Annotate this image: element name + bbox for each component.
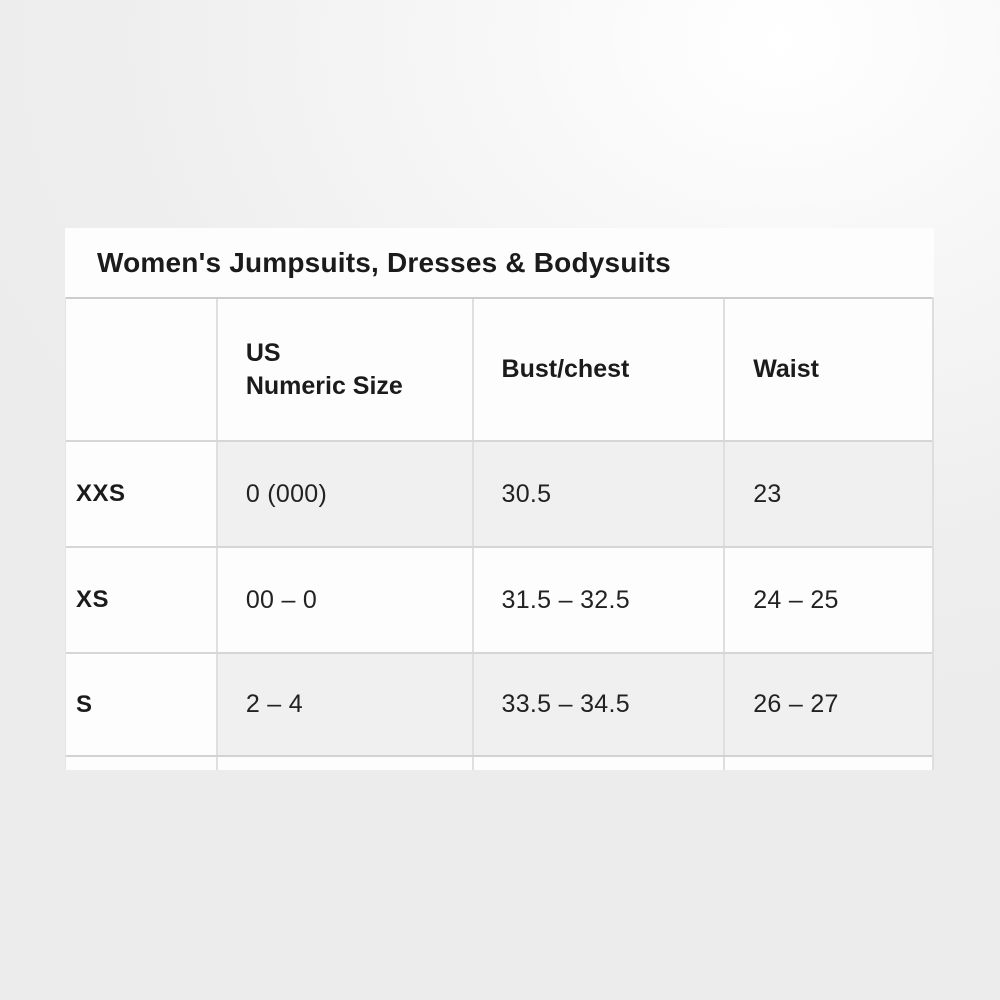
value-us-numeric-size: 2 – 4 [245,690,303,718]
cell-us-numeric-size-xxs: 0 (000) [215,442,472,546]
header-cell-size [66,299,216,440]
cell-size-s: S [66,654,216,755]
page-title: Women's Jumpsuits, Dresses & Bodysuits [97,246,671,278]
value-bust-chest: 30.5 [501,479,552,508]
header-label-us: US [245,338,281,367]
cell-us-numeric-size-s: 2 – 4 [215,654,472,755]
value-bust-chest: 33.5 – 34.5 [501,690,630,718]
size-label: XS [76,586,110,613]
cell-waist-xs: 24 – 25 [723,548,932,652]
cell-size-xs: XS [66,548,216,652]
cell-clipped [215,757,472,770]
cell-size-xxs: XXS [66,442,216,546]
value-waist: 23 [753,479,782,508]
header-label-bust-chest: Bust/chest [501,355,630,383]
value-waist: 24 – 25 [753,585,839,614]
cell-bust-chest-xs: 31.5 – 32.5 [471,548,724,652]
size-chart-title-row: Women's Jumpsuits, Dresses & Bodysuits [65,228,934,297]
value-us-numeric-size: 00 – 0 [245,585,318,614]
table-row-partial-clipped [66,755,932,770]
cell-waist-xxs: 23 [723,442,932,546]
size-chart-table: US Numeric Size Bust/chest Waist XXS 0 (… [65,297,934,770]
table-header-row: US Numeric Size Bust/chest Waist [66,297,932,440]
size-label: XXS [76,480,126,507]
header-cell-us-numeric-size: US Numeric Size [215,299,472,440]
size-chart-panel: Women's Jumpsuits, Dresses & Bodysuits U… [65,228,934,770]
size-label: S [76,690,93,718]
header-label-numeric-size: Numeric Size [245,371,403,400]
cell-clipped [723,757,932,770]
table-row-xs: XS 00 – 0 31.5 – 32.5 24 – 25 [66,546,932,652]
cell-bust-chest-xxs: 30.5 [471,442,724,546]
table-row-s: S 2 – 4 33.5 – 34.5 26 – 27 [66,652,932,755]
header-label-us-numeric-size: US Numeric Size [246,337,403,403]
cell-us-numeric-size-xs: 00 – 0 [215,548,472,652]
cell-waist-s: 26 – 27 [723,654,932,755]
header-cell-waist: Waist [723,299,932,440]
cell-bust-chest-s: 33.5 – 34.5 [471,654,724,755]
cell-clipped [66,757,216,770]
header-label-waist: Waist [753,355,819,383]
value-us-numeric-size: 0 (000) [245,479,328,508]
header-cell-bust-chest: Bust/chest [471,299,724,440]
value-waist: 26 – 27 [753,690,839,718]
cell-clipped [471,757,724,770]
table-row-xxs: XXS 0 (000) 30.5 23 [66,440,932,546]
value-bust-chest: 31.5 – 32.5 [501,585,630,614]
